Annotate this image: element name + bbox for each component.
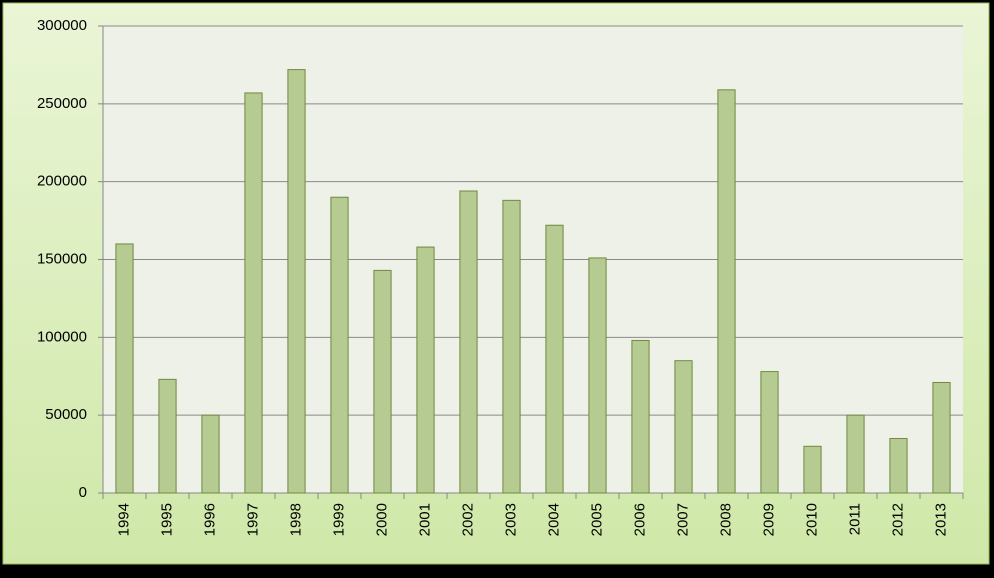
y-tick-label: 250000: [37, 95, 87, 112]
bar: [631, 339, 650, 494]
bar: [588, 257, 607, 494]
bar: [674, 360, 693, 494]
y-tick-label: 150000: [37, 250, 87, 267]
x-tick-label: 2004: [545, 503, 562, 536]
x-tick-label: 2006: [631, 503, 648, 536]
x-tick-label: 2000: [373, 503, 390, 536]
bar: [717, 89, 736, 494]
x-tick-label: 2011: [846, 503, 863, 535]
y-tick-label: 0: [79, 484, 87, 501]
x-tick-label: 1994: [115, 503, 132, 536]
bar: [502, 199, 521, 494]
bar: [459, 190, 478, 494]
bar: [846, 414, 865, 494]
bar: [287, 69, 306, 494]
x-tick-label: 2001: [416, 503, 433, 536]
y-tick-label: 300000: [37, 17, 87, 34]
bar: [115, 243, 134, 494]
bar: [201, 414, 220, 494]
x-tick-label: 2012: [889, 503, 906, 536]
bar: [416, 246, 435, 494]
bar: [803, 445, 822, 494]
x-tick-label: 2003: [502, 503, 519, 536]
y-tick-label: 200000: [37, 173, 87, 190]
bar: [760, 371, 779, 494]
x-tick-label: 2008: [717, 503, 734, 536]
x-tick-label: 1999: [330, 503, 347, 536]
y-tick-label: 50000: [45, 406, 87, 423]
x-tick-label: 1995: [158, 503, 175, 536]
x-tick-label: 2010: [803, 503, 820, 536]
bar: [932, 381, 951, 494]
bar: [889, 438, 908, 494]
bar: [373, 269, 392, 494]
x-tick-label: 1997: [244, 503, 261, 536]
x-tick-label: 2005: [588, 503, 605, 536]
bar: [330, 196, 349, 494]
bar: [158, 378, 177, 494]
x-tick-label: 2007: [674, 503, 691, 536]
x-tick-label: 1996: [201, 503, 218, 536]
y-tick-label: 100000: [37, 328, 87, 345]
bar: [244, 92, 263, 494]
x-tick-label: 2009: [760, 503, 777, 536]
x-tick-label: 2002: [459, 503, 476, 536]
x-tick-label: 2013: [932, 503, 949, 536]
bar: [545, 224, 564, 494]
x-tick-label: 1998: [287, 503, 304, 536]
